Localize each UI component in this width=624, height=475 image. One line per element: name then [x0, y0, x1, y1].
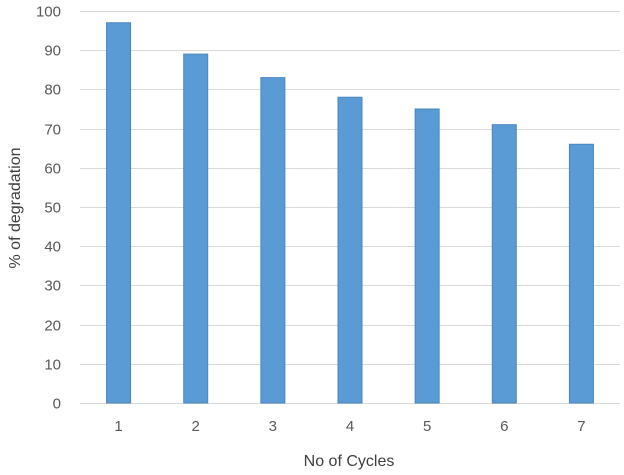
bar-cycle-1	[106, 22, 132, 404]
x-tick-label: 6	[500, 418, 508, 435]
x-tick-label: 4	[346, 418, 354, 435]
y-tick-label: 50	[44, 200, 61, 217]
x-tick-label: 2	[192, 418, 200, 435]
y-tick-label: 0	[53, 396, 61, 413]
y-tick-label: 100	[36, 4, 61, 21]
bar-cycle-6	[491, 124, 517, 404]
y-tick-label: 30	[44, 278, 61, 295]
y-tick-label: 80	[44, 82, 61, 99]
bar-cycle-3	[260, 77, 286, 404]
bars	[106, 22, 594, 404]
y-tick-label: 40	[44, 239, 61, 256]
bar-cycle-5	[414, 108, 440, 404]
x-axis-title: No of Cycles	[304, 453, 395, 470]
bar-cycle-4	[337, 96, 363, 404]
x-tick-label: 3	[269, 418, 277, 435]
bar-cycle-2	[183, 53, 209, 404]
x-tick-label: 1	[114, 418, 122, 435]
y-tick-label: 60	[44, 161, 61, 178]
y-axis-title: % of degradation	[7, 148, 24, 269]
bar-cycle-7	[568, 143, 594, 404]
y-axis-ticks: 0 10 20 30 40 50 60 70 80 90 100	[36, 4, 61, 413]
x-tick-label: 7	[577, 418, 585, 435]
x-tick-label: 5	[423, 418, 431, 435]
x-axis-ticks: 1 2 3 4 5 6 7	[114, 418, 585, 435]
y-tick-label: 90	[44, 43, 61, 60]
y-tick-label: 70	[44, 122, 61, 139]
y-tick-label: 20	[44, 318, 61, 335]
y-tick-label: 10	[44, 357, 61, 374]
